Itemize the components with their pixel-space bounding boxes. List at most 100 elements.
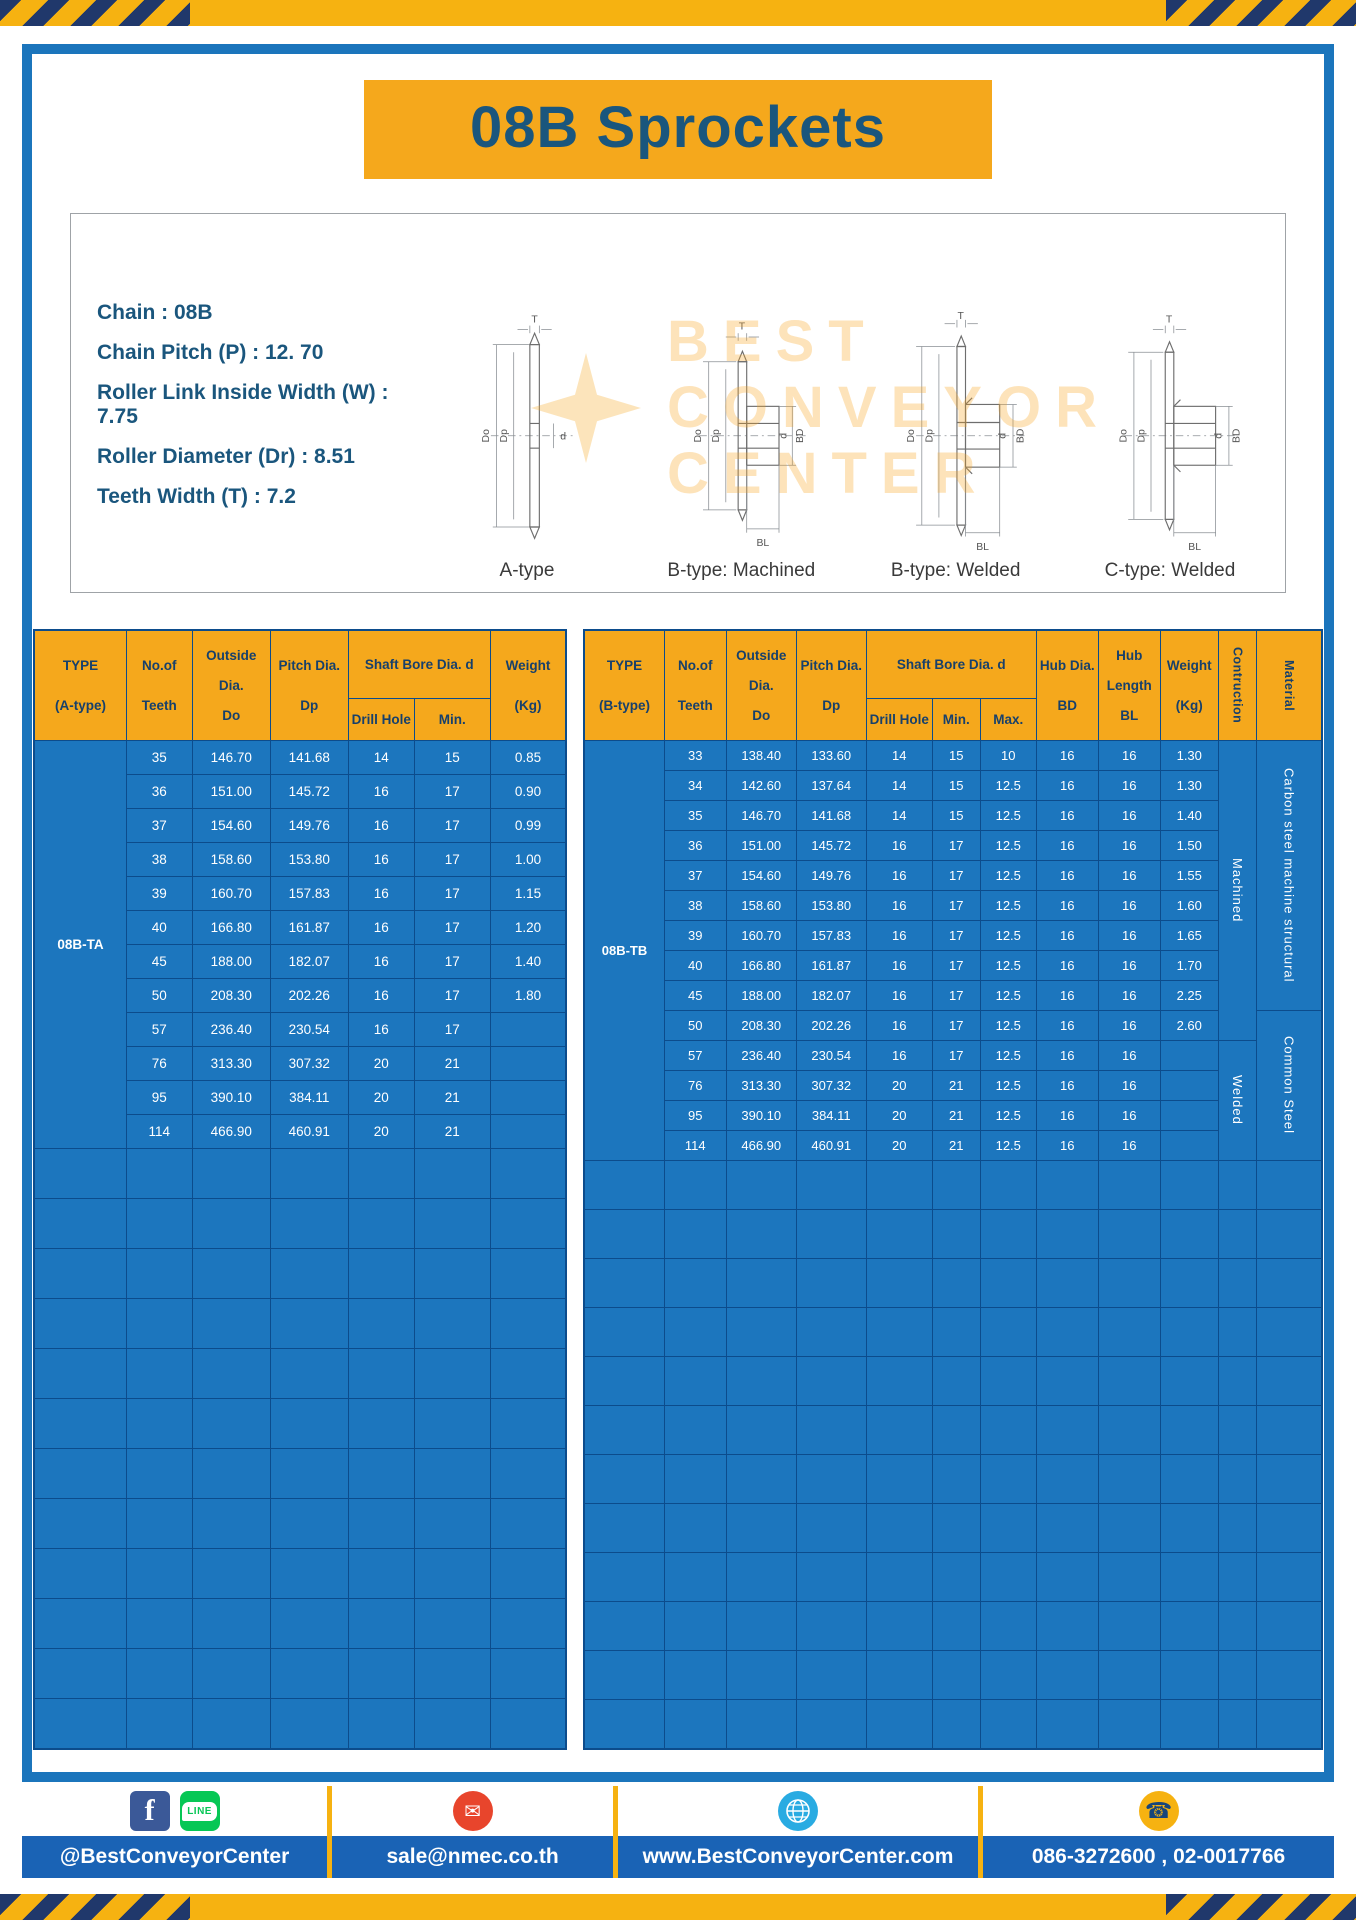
empty-cell — [1097, 1453, 1161, 1504]
data-cell: 16 — [347, 1011, 415, 1047]
empty-cell — [1255, 1453, 1323, 1504]
empty-cell — [33, 1147, 127, 1199]
empty-cell — [663, 1698, 727, 1749]
empty-cell — [931, 1208, 981, 1259]
data-cell: 16 — [347, 807, 415, 843]
empty-cell — [979, 1208, 1037, 1259]
empty-cell — [725, 1208, 797, 1259]
empty-cell — [583, 1551, 665, 1602]
data-cell: 10 — [979, 739, 1037, 771]
empty-cell — [347, 1697, 415, 1749]
empty-cell — [663, 1404, 727, 1455]
data-cell: 307.32 — [269, 1045, 349, 1081]
data-cell: 146.70 — [191, 739, 271, 775]
email-address[interactable]: sale@nmec.co.th — [332, 1836, 613, 1878]
data-cell: 230.54 — [795, 1039, 867, 1071]
empty-cell — [191, 1297, 271, 1349]
website-url[interactable]: www.BestConveyorCenter.com — [617, 1836, 979, 1878]
table-b-type: TYPE (B-type) No.of Teeth Outside Dia. Do Pi… — [583, 629, 1323, 1750]
empty-cell — [725, 1698, 797, 1749]
data-cell — [489, 1079, 567, 1115]
data-cell — [489, 1045, 567, 1081]
empty-cell — [979, 1306, 1037, 1357]
empty-cell — [795, 1159, 867, 1210]
facebook-handle[interactable]: @BestConveyorCenter — [22, 1836, 328, 1878]
empty-cell — [865, 1453, 933, 1504]
empty-cell — [1097, 1306, 1161, 1357]
data-cell: 36 — [663, 829, 727, 861]
data-cell: 12.5 — [979, 979, 1037, 1011]
data-cell: 16 — [865, 949, 933, 981]
col-header-min: Min. — [413, 697, 491, 741]
data-cell: 12.5 — [979, 1009, 1037, 1041]
data-cell: 17 — [931, 859, 981, 891]
data-cell: 16 — [1035, 889, 1099, 921]
line-icon[interactable]: LINE — [179, 1791, 220, 1831]
data-row: 37 154.60 149.76 16 17 12.5 16 16 1.55 — [584, 859, 1322, 891]
empty-cell — [663, 1306, 727, 1357]
mail-icon[interactable]: ✉ — [452, 1791, 493, 1831]
empty-cell — [191, 1647, 271, 1699]
data-cell: 146.70 — [725, 799, 797, 831]
data-cell: 208.30 — [191, 977, 271, 1013]
empty-cell — [1255, 1355, 1323, 1406]
empty-cell — [979, 1355, 1037, 1406]
page-title: 08B Sprockets — [470, 95, 886, 160]
empty-cell — [125, 1697, 193, 1749]
footer-email-section: ✉ sale@nmec.co.th — [327, 1786, 613, 1878]
empty-cell — [413, 1547, 491, 1599]
empty-cell — [191, 1697, 271, 1749]
empty-row — [33, 1497, 567, 1549]
empty-cell — [1159, 1355, 1219, 1406]
empty-cell — [663, 1257, 727, 1308]
data-cell: 149.76 — [795, 859, 867, 891]
empty-cell — [725, 1306, 797, 1357]
diagram-caption: C-type: Welded — [1104, 560, 1236, 581]
col-header-weight: Weight (Kg) — [1159, 629, 1219, 741]
empty-cell — [1159, 1649, 1219, 1700]
empty-cell — [583, 1355, 665, 1406]
data-cell: 57 — [663, 1039, 727, 1071]
material-cell: Carbon steel machine structural — [1255, 739, 1323, 1011]
empty-cell — [191, 1247, 271, 1299]
data-cell: 137.64 — [795, 769, 867, 801]
data-cell: 1.65 — [1159, 919, 1219, 951]
empty-cell — [865, 1355, 933, 1406]
empty-cell — [413, 1197, 491, 1249]
dim-label: Do — [906, 429, 917, 443]
empty-cell — [347, 1247, 415, 1299]
col-header-hub-length: Hub Length BL — [1097, 629, 1161, 741]
empty-cell — [979, 1453, 1037, 1504]
col-header-shaft-bore: Shaft Bore Dia. d — [865, 629, 1037, 699]
empty-cell — [931, 1404, 981, 1455]
empty-cell — [1217, 1600, 1257, 1651]
empty-row — [33, 1247, 567, 1299]
material-cell: Common Steel — [1255, 1009, 1323, 1161]
empty-cell — [269, 1197, 349, 1249]
data-cell: 21 — [413, 1045, 491, 1081]
footer-phone-section: ☎ 086-3272600 , 02-0017766 — [978, 1786, 1334, 1878]
empty-cell — [865, 1257, 933, 1308]
data-cell: 16 — [1035, 829, 1099, 861]
sprocket-a-drawing: T Do Dp d — [481, 315, 575, 540]
globe-icon[interactable] — [777, 1791, 818, 1831]
data-cell: 45 — [663, 979, 727, 1011]
data-row: 38 158.60 153.80 16 17 12.5 16 16 1.60 — [584, 889, 1322, 921]
empty-cell — [191, 1347, 271, 1399]
data-cell: 17 — [931, 979, 981, 1011]
social-icons: f LINE — [22, 1786, 328, 1836]
phone-numbers[interactable]: 086-3272600 , 02-0017766 — [983, 1836, 1334, 1878]
data-row: 114 466.90 460.91 20 21 — [34, 1113, 567, 1149]
data-cell: 16 — [1097, 889, 1161, 921]
data-cell: 38 — [125, 841, 193, 877]
data-cell: 20 — [865, 1099, 933, 1131]
data-cell: 16 — [1035, 1009, 1099, 1041]
data-row: 34 142.60 137.64 14 15 12.5 16 16 1.30 — [584, 769, 1322, 801]
empty-row — [583, 1208, 1323, 1259]
data-cell: 161.87 — [269, 909, 349, 945]
data-cell: 12.5 — [979, 1099, 1037, 1131]
empty-cell — [979, 1600, 1037, 1651]
diagram-a-type: T Do Dp d A-type — [432, 312, 622, 582]
phone-icon[interactable]: ☎ — [1138, 1791, 1179, 1831]
facebook-icon[interactable]: f — [129, 1791, 170, 1831]
